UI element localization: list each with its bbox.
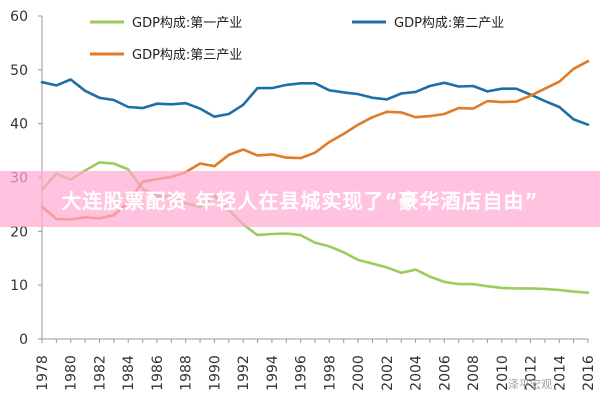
x-tick-label: 1992 xyxy=(236,355,252,391)
y-tick-label: 40 xyxy=(10,117,28,133)
legend-label-3: GDP构成:第三产业 xyxy=(132,48,242,63)
x-axis-ticks: 1978 1980 1982 1984 1986 1988 1990 1992 1994 1996… xyxy=(35,339,597,391)
y-tick-label: 0 xyxy=(19,332,28,348)
x-tick-label: 2012 xyxy=(524,355,540,391)
x-tick-label: 2008 xyxy=(466,355,482,391)
x-tick-label: 2014 xyxy=(552,355,568,391)
x-tick-label: 2002 xyxy=(380,355,396,391)
y-tick-label: 60 xyxy=(10,9,28,25)
x-tick-label: 2004 xyxy=(409,355,425,391)
x-tick-label: 1980 xyxy=(64,355,80,391)
x-tick-label: 1986 xyxy=(150,355,166,391)
series-line-2 xyxy=(40,78,590,126)
legend-label-2: GDP构成:第二产业 xyxy=(394,16,504,31)
overlay-banner[interactable]: 大连股票配资 年轻人在县城实现了“豪华酒店自由” xyxy=(0,171,600,227)
x-tick-label: 1990 xyxy=(207,355,223,391)
x-tick-label: 1984 xyxy=(121,355,137,391)
x-tick-label: 2010 xyxy=(495,355,511,391)
x-tick-label: 1994 xyxy=(265,355,281,391)
x-tick-label: 1998 xyxy=(322,355,338,391)
legend-label-1: GDP构成:第一产业 xyxy=(132,16,242,31)
x-tick-label: 1996 xyxy=(294,355,310,391)
x-tick-label: 2006 xyxy=(437,355,453,391)
y-tick-label: 50 xyxy=(10,63,28,79)
x-tick-label: 2016 xyxy=(581,355,597,391)
y-tick-label: 20 xyxy=(10,224,28,240)
x-tick-label: 1978 xyxy=(35,355,51,391)
chart-legend: GDP构成:第一产业 GDP构成:第二产业 GDP构成:第三产业 xyxy=(90,16,504,63)
x-tick-label: 2000 xyxy=(351,355,367,391)
banner-text[interactable]: 大连股票配资 年轻人在县城实现了“豪华酒店自由” xyxy=(61,188,539,213)
x-tick-label: 1982 xyxy=(92,355,108,391)
watermark-text: 泽平宏观 xyxy=(508,378,552,391)
y-tick-label: 10 xyxy=(10,278,28,294)
x-tick-label: 1988 xyxy=(179,355,195,391)
